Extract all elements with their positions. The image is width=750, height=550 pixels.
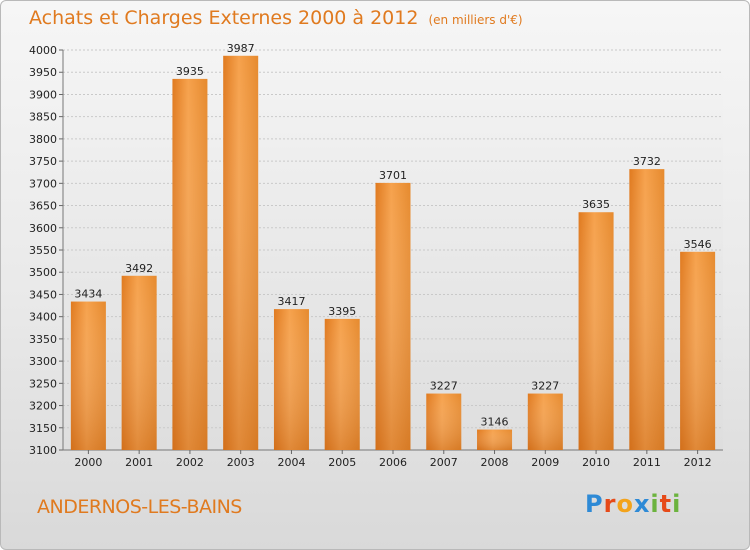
y-tick-label: 3100 (29, 444, 57, 457)
logo-letter: t (659, 490, 673, 518)
x-tick-label: 2001 (125, 456, 153, 469)
y-tick-label: 3700 (29, 177, 57, 190)
bar-shade (629, 169, 665, 450)
bar-shade (172, 78, 208, 450)
logo-letter: i (672, 490, 682, 518)
y-tick-label: 3150 (29, 422, 57, 435)
y-tick-label: 3600 (29, 222, 57, 235)
value-label: 3987 (227, 42, 255, 55)
value-label: 3546 (684, 238, 712, 251)
x-tick-label: 2012 (684, 456, 712, 469)
bar-shade (70, 301, 106, 450)
x-tick-label: 2008 (481, 456, 509, 469)
bar-shade (578, 212, 614, 450)
logo-letter: x (633, 490, 651, 518)
y-tick-label: 4000 (29, 44, 57, 57)
bar-shade (223, 55, 259, 451)
chart-title: Achats et Charges Externes 2000 à 2012 (e… (29, 7, 523, 29)
y-tick-label: 3250 (29, 377, 57, 390)
value-label: 3492 (125, 262, 153, 275)
x-tick-label: 2004 (277, 456, 305, 469)
y-tick-label: 3850 (29, 111, 57, 124)
value-label: 3635 (582, 198, 610, 211)
y-tick-label: 3350 (29, 333, 57, 346)
bar-shade (426, 393, 462, 450)
x-tick-label: 2003 (227, 456, 255, 469)
proxiti-logo: Proxiti (585, 490, 681, 518)
y-tick-label: 3450 (29, 288, 57, 301)
bar-shade (375, 182, 411, 450)
y-tick-label: 3200 (29, 400, 57, 413)
value-label: 3395 (328, 305, 356, 318)
chart-unit: (en milliers d'€) (428, 13, 523, 27)
y-tick-label: 3300 (29, 355, 57, 368)
y-tick-label: 3750 (29, 155, 57, 168)
city-name: ANDERNOS-LES-BAINS (37, 496, 242, 518)
value-label: 3434 (74, 288, 102, 301)
x-tick-label: 2011 (633, 456, 661, 469)
y-tick-label: 3500 (29, 266, 57, 279)
x-tick-label: 2010 (582, 456, 610, 469)
logo-letter: o (616, 490, 634, 518)
x-tick-label: 2009 (531, 456, 559, 469)
y-tick-label: 3650 (29, 200, 57, 213)
value-label: 3146 (481, 416, 509, 429)
bar-shade (273, 309, 309, 450)
bar-shade (527, 393, 563, 450)
y-tick-label: 3900 (29, 88, 57, 101)
bar-shade (324, 318, 360, 450)
value-label: 3732 (633, 155, 661, 168)
value-label: 3701 (379, 169, 407, 182)
logo-letter: r (603, 490, 617, 518)
x-tick-label: 2006 (379, 456, 407, 469)
value-label: 3227 (430, 380, 458, 393)
logo-letter: i (650, 490, 660, 518)
chart-title-text: Achats et Charges Externes 2000 à 2012 (29, 7, 419, 29)
y-tick-label: 3950 (29, 66, 57, 79)
value-label: 3417 (277, 295, 305, 308)
y-tick-label: 3550 (29, 244, 57, 257)
logo-letter: P (585, 490, 604, 518)
value-label: 3227 (531, 380, 559, 393)
bar-shade (477, 429, 513, 450)
y-tick-label: 3800 (29, 133, 57, 146)
x-tick-label: 2005 (328, 456, 356, 469)
x-tick-label: 2007 (430, 456, 458, 469)
x-tick-label: 2002 (176, 456, 204, 469)
value-label: 3935 (176, 65, 204, 78)
y-tick-label: 3400 (29, 311, 57, 324)
bar-shade (121, 275, 157, 450)
bar-shade (680, 251, 716, 450)
x-tick-label: 2000 (74, 456, 102, 469)
